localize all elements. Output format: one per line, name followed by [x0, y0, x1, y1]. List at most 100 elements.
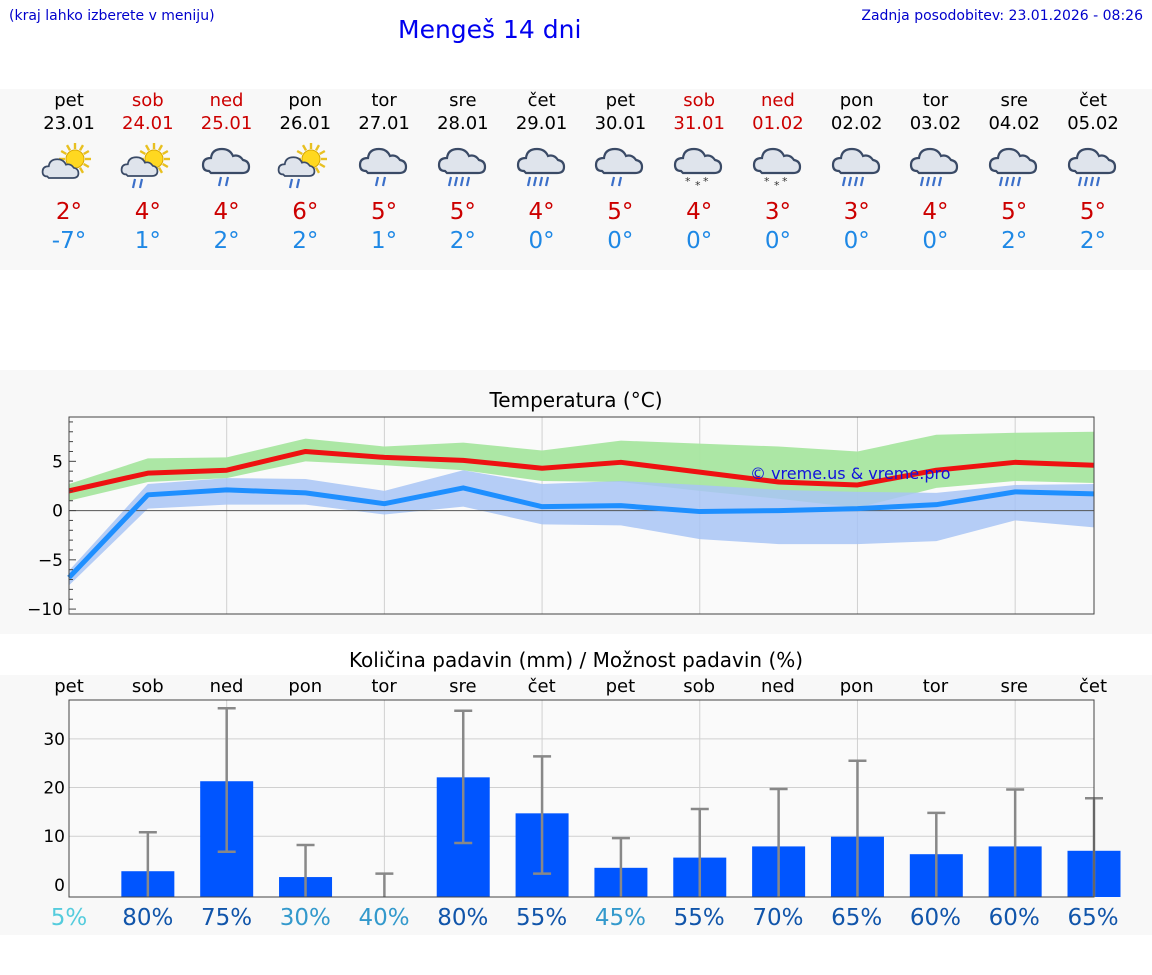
cloud-heavy-rain-icon	[831, 147, 880, 187]
day-name: pon	[288, 90, 323, 111]
cloud-rain-icon	[358, 147, 408, 187]
temp-max: 5°	[449, 199, 476, 225]
temp-max: 5°	[371, 199, 398, 225]
y-tick-label: −5	[38, 551, 63, 571]
precip-probability: 65%	[1067, 905, 1119, 931]
precip-probability: 60%	[909, 905, 962, 931]
region-hint: (kraj lahko izberete v meniju)	[9, 8, 215, 24]
precip-day-label: ned	[209, 676, 244, 697]
temp-min: 0°	[922, 228, 949, 254]
temp-max: 6°	[292, 199, 319, 225]
day-date: 23.01	[43, 113, 95, 134]
precipitation-chart: 30 20 10 0	[43, 699, 1121, 898]
y-tick-label: 10	[43, 827, 65, 847]
svg-text:*: *	[703, 175, 709, 188]
sun-cloud-icon	[41, 143, 91, 179]
temp-min: 0°	[528, 228, 555, 254]
day-name: tor	[922, 90, 949, 111]
y-tick-label: 30	[43, 730, 65, 750]
y-tick-label: 20	[43, 779, 65, 799]
day-date: 28.01	[437, 113, 489, 134]
svg-text:*: *	[695, 179, 701, 192]
precip-day-label: ned	[760, 676, 795, 697]
svg-text:*: *	[782, 175, 788, 188]
day-name: sre	[449, 90, 477, 111]
y-tick-label: −10	[27, 600, 63, 620]
y-tick-label: 0	[54, 876, 65, 896]
max-temp-line	[68, 448, 1095, 494]
precip-day-label: sob	[131, 676, 164, 697]
precip-day-label: sre	[449, 676, 477, 697]
svg-text:*: *	[685, 175, 691, 188]
day-name: sob	[683, 90, 716, 111]
day-name: sre	[1000, 90, 1028, 111]
day-date: 29.01	[515, 113, 568, 134]
temp-max: 5°	[1001, 199, 1028, 225]
last-updated: Zadnja posodobitev: 23.01.2026 - 08:26	[861, 8, 1143, 24]
day-date: 26.01	[279, 113, 332, 134]
watermark: © vreme.us & vreme.pro	[750, 464, 951, 483]
day-name: tor	[371, 90, 397, 111]
precip-probability: 60%	[988, 905, 1040, 931]
temp-max: 3°	[843, 199, 870, 225]
day-date: 24.01	[122, 113, 174, 134]
precip-day-label: pet	[54, 676, 84, 697]
day-name: pet	[54, 90, 84, 111]
precip-probability: 45%	[594, 905, 646, 931]
temp-min: 0°	[764, 228, 791, 254]
day-name: ned	[209, 90, 244, 111]
cloud-snow-icon: * * *	[752, 147, 802, 192]
day-date: 05.02	[1067, 113, 1119, 134]
day-date: 03.02	[909, 113, 962, 134]
precip-day-label: sob	[683, 676, 716, 697]
cloud-rain-icon	[201, 147, 250, 187]
page-title: Mengeš 14 dni	[398, 15, 582, 44]
cloud-heavy-rain-icon	[1067, 147, 1117, 187]
sun-cloud-rain-icon	[120, 143, 170, 189]
cloud-snow-icon: * * *	[674, 147, 723, 192]
y-tick-label: 5	[52, 452, 63, 472]
cloud-heavy-rain-icon	[437, 147, 486, 187]
precip-day-label: pon	[288, 676, 323, 697]
day-name: čet	[527, 90, 556, 111]
precipitation-chart-title: Količina padavin (mm) / Možnost padavin …	[348, 648, 804, 672]
temp-max: 5°	[1079, 199, 1107, 225]
day-name: sob	[131, 90, 164, 111]
day-date: 31.01	[673, 113, 725, 134]
temp-min: 2°	[213, 228, 240, 254]
temp-max: 4°	[528, 199, 555, 225]
day-name: ned	[760, 90, 795, 111]
temp-min: 2°	[292, 228, 319, 254]
day-date: 25.01	[200, 113, 253, 134]
precip-probability: 30%	[279, 905, 331, 931]
plot-frame	[68, 416, 1095, 615]
temp-min: 2°	[1079, 228, 1107, 254]
precip-day-label: sre	[1000, 676, 1028, 697]
svg-text:*: *	[764, 175, 770, 188]
precip-probability: 65%	[831, 905, 883, 931]
precip-day-label: pon	[839, 676, 874, 697]
cloud-heavy-rain-icon	[910, 147, 959, 187]
temp-max: 5°	[607, 199, 634, 225]
precip-day-label: tor	[922, 676, 949, 697]
precip-probability: 70%	[752, 905, 804, 931]
temp-min: 1°	[371, 228, 398, 254]
plot-frame	[68, 699, 1095, 898]
precip-probability: 80%	[122, 905, 174, 931]
temp-max: 4°	[213, 199, 240, 225]
min-temp-line	[67, 485, 1095, 580]
temp-max: 2°	[55, 199, 83, 225]
precip-day-label: tor	[371, 676, 397, 697]
temp-min: 2°	[1001, 228, 1028, 254]
temp-max: 4°	[922, 199, 949, 225]
day-date: 01.02	[752, 113, 804, 134]
temp-min: 0°	[607, 228, 634, 254]
precip-probability: 75%	[200, 905, 253, 931]
temp-max: 4°	[686, 199, 713, 225]
min-temp-range-band	[69, 470, 1094, 586]
precip-probability: 55%	[516, 905, 568, 931]
temp-min: 0°	[843, 228, 870, 254]
precip-day-label: čet	[1078, 676, 1108, 697]
day-date: 27.01	[358, 113, 410, 134]
precip-probability: 40%	[358, 905, 410, 931]
